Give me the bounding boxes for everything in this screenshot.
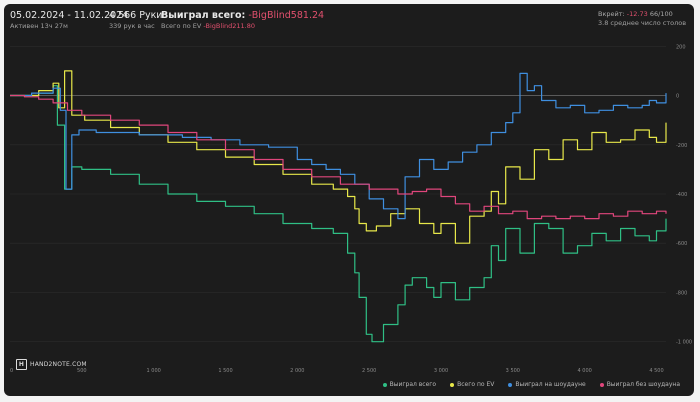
y-tick-label: 0: [676, 94, 679, 100]
x-tick-label: 4 500: [649, 368, 663, 374]
graph-panel: 05.02.2024 - 11.02.2024 Активен 13ч 27м …: [4, 4, 694, 396]
vpip-label: Вкрейт:: [598, 10, 625, 18]
hand2note-logo-icon: H: [16, 359, 27, 370]
legend-label-won: Выиграл всего: [389, 381, 437, 388]
legend-label-showdown: Выиграл на шоудауне: [515, 381, 586, 388]
legend-dot-nonshowdown: [599, 382, 604, 387]
hands-count: 4 566 Руки: [109, 10, 163, 21]
x-tick-label: 3 500: [506, 368, 520, 374]
logo-text: HAND2NOTE.COM: [30, 361, 87, 368]
ev-label: Всего по EV: [161, 22, 202, 30]
won-total-value: -BigBlind581.24: [248, 10, 325, 21]
ev-value: -BigBlind211.80: [203, 22, 255, 30]
x-tick-label: 0: [10, 368, 13, 374]
tables-note: 3.8 среднее число столов: [598, 19, 687, 27]
legend-dot-showdown: [508, 382, 513, 387]
legend-item-nonshowdown[interactable]: Выиграл без шоудауна: [599, 381, 680, 388]
y-tick-label: -600: [676, 241, 687, 247]
legend-label-ev: Всего по EV: [457, 381, 495, 388]
y-tick-label: -800: [676, 290, 687, 296]
x-tick-label: 1 500: [218, 368, 232, 374]
active-time: Активен 13ч 27м: [10, 22, 68, 30]
legend-dot-ev: [450, 382, 455, 387]
series-line-nonshowdown: [10, 94, 667, 220]
hand2note-logo: H HAND2NOTE.COM: [16, 359, 87, 370]
x-tick-label: 1 000: [147, 368, 161, 374]
series-line-won: [10, 85, 667, 343]
legend-item-won[interactable]: Выиграл всего: [382, 381, 437, 388]
series-line-ev: [10, 70, 667, 244]
legend-item-ev[interactable]: Всего по EV: [450, 381, 494, 388]
profit-chart: 0 500 1 000 1 500 2 000 2 500 3 000 3 500 4 000 4…: [10, 44, 692, 374]
x-tick-label: 500: [77, 368, 87, 374]
hands-per-hour: 339 рук в час: [109, 22, 155, 30]
x-tick-label: 2 500: [362, 368, 376, 374]
date-block: 05.02.2024 - 11.02.2024 Активен 13ч 27м: [10, 10, 128, 31]
y-tick-label: -1 000: [676, 340, 692, 346]
vpip-sample: 66/100: [649, 10, 673, 18]
x-tick-label: 4 000: [578, 368, 592, 374]
x-tick-label: 2 000: [290, 368, 304, 374]
y-tick-label: 200: [676, 44, 686, 50]
vpip-value: -12.73: [626, 10, 648, 18]
hands-block: 4 566 Руки 339 рук в час: [109, 10, 162, 31]
legend-item-showdown[interactable]: Выиграл на шоудауне: [508, 381, 586, 388]
y-tick-label: -400: [676, 192, 687, 198]
won-block: Выиграл всего: -BigBlind581.24 Всего по …: [161, 10, 324, 31]
vpip-block: Вкрейт: -12.73 66/100 3.8 среднее число …: [598, 10, 686, 28]
series-line-showdown: [10, 72, 667, 220]
date-range: 05.02.2024 - 11.02.2024: [10, 10, 129, 21]
chart-legend: Выиграл всего Всего по EV Выиграл на шоу…: [382, 381, 680, 388]
x-tick-label: 3 000: [434, 368, 448, 374]
legend-label-nonshowdown: Выиграл без шоудауна: [606, 381, 680, 388]
y-tick-label: -200: [676, 143, 687, 149]
won-total-label: Выиграл всего:: [161, 10, 246, 21]
legend-dot-won: [382, 382, 387, 387]
